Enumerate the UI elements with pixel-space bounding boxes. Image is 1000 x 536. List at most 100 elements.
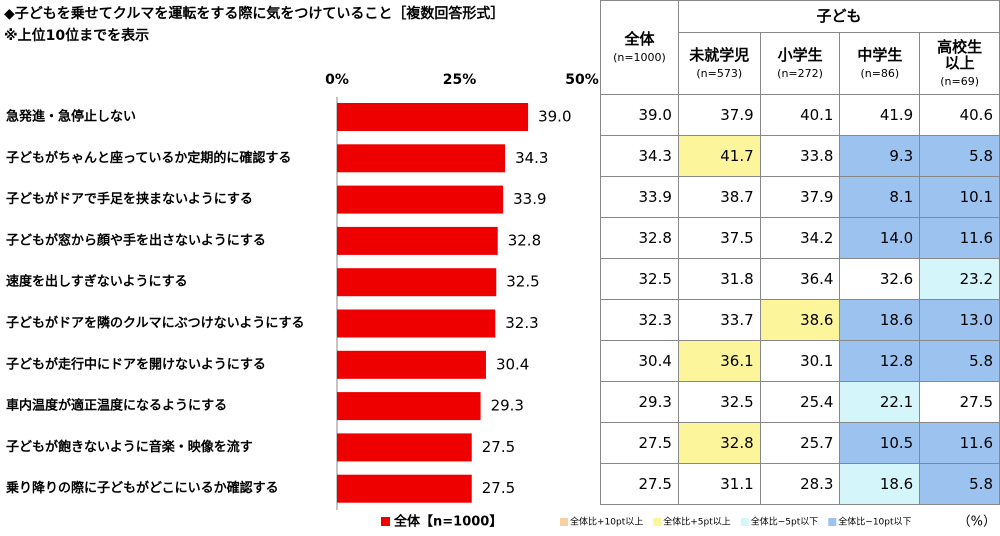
column-label: 未就学児 [689,46,750,65]
table-cell: 39.0 [600,94,679,136]
category-label: 乗り降りの際に子どもがどこにいるか確認する [5,480,279,496]
header-row: 全体 (n=1000) 子ども [600,0,1000,95]
column-n: (n=1000) [613,50,666,64]
table-cell: 10.5 [839,422,921,464]
table-row: 33.9 38.7 37.9 8.1 10.1 [600,176,1000,218]
table-cell: 10.1 [919,176,1000,218]
table-cell: 18.6 [839,299,921,341]
x-tick-label: 0% [325,72,349,88]
value-label: 29.3 [491,397,524,415]
table-cell: 37.5 [677,217,761,259]
table-cell: 5.8 [919,340,1000,382]
bar [337,103,529,131]
category-label: 車内温度が適正温度になるようにする [6,398,227,414]
table-row: 27.5 32.8 25.7 10.5 11.6 [600,422,1000,464]
value-label: 39.0 [538,108,571,126]
table-cell: 8.1 [839,176,921,218]
column-label: 小学生 [777,46,823,65]
table-cell: 37.9 [677,94,761,136]
table-row: 30.4 36.1 30.1 12.8 5.8 [600,340,1000,382]
column-n: (n=573) [696,66,743,80]
table-row: 27.5 31.1 28.3 18.6 5.8 [600,463,1000,505]
table-cell: 27.5 [600,463,679,505]
table-row: 32.3 33.7 38.6 18.6 13.0 [600,299,1000,341]
column-header: 中学生 (n=86) [839,32,921,95]
table-cell: 27.5 [600,422,679,464]
table-cell: 18.6 [839,463,921,505]
table-cell: 33.7 [677,299,761,341]
value-label: 27.5 [482,438,515,456]
bar [337,433,472,462]
value-label: 32.3 [505,314,538,332]
table-cell: 11.6 [919,217,1000,259]
table-cell: 41.9 [839,94,921,136]
table-cell: 5.8 [919,135,1000,177]
table-cell: 11.6 [919,422,1000,464]
bar [337,350,486,379]
legend-label: 全体比−5pt以下 [751,516,819,528]
table-cell: 40.6 [919,94,1000,136]
table-cell: 30.1 [759,340,841,382]
chart: ◆子どもを乗せてクルマを運転をする際に気をつけていること［複数回答形式］ ※上位… [4,5,599,530]
value-label: 32.5 [506,273,539,291]
chart-subtitle: ※上位10位までを表示 [4,27,149,44]
table-cell: 34.2 [759,217,841,259]
table-cell: 32.3 [600,299,679,341]
table-cell: 38.6 [759,299,841,341]
table-row: 32.8 37.5 34.2 14.0 11.6 [600,217,1000,259]
bar [337,226,498,255]
column-label: 高校生以上 [937,37,983,73]
legend-label: 全体比+5pt以上 [663,516,731,528]
table-cell: 33.8 [759,135,841,177]
table-cell: 25.4 [759,381,841,423]
category-label: 子どもが窓から顔や手を出さないようにする [6,232,266,248]
column-header: 未就学児 (n=573) [677,32,761,95]
bar [337,185,504,214]
table-cell: 31.1 [677,463,761,505]
x-tick-label: 50% [565,72,599,88]
table-cell: 12.8 [839,340,921,382]
table: 全体 (n=1000) 子ども 未就学児 (n=573) 小学生 (n=272) 中学生 (n=… [600,0,1000,505]
legend-label: 全体比−10pt以下 [838,516,911,528]
table-cell: 32.5 [677,381,761,423]
value-label: 27.5 [482,479,515,497]
table-cell: 32.6 [839,258,921,300]
column-n: (n=272) [777,66,823,80]
value-label: 30.4 [496,355,529,373]
category-label: 速度を出しすぎないようにする [6,274,188,290]
table-cell: 25.7 [759,422,841,464]
table-cell: 37.9 [759,176,841,218]
table-cell: 23.2 [919,258,1000,300]
bar [337,268,497,297]
column-n: (n=86) [860,66,900,80]
table-cell: 30.4 [600,340,679,382]
column-header: 全体 (n=1000) [600,0,679,95]
column-header: 高校生以上 (n=69) [919,32,1000,95]
legend-swatch [740,518,749,526]
table-cell: 27.5 [919,381,1000,423]
category-label: 急発進・急停止しない [6,109,136,125]
table-cell: 29.3 [600,381,679,423]
table-cell: 34.3 [600,135,679,177]
table-cell: 38.7 [677,176,761,218]
table-cell: 36.1 [677,340,761,382]
table-cell: 32.8 [677,422,761,464]
legend-swatch [828,518,837,526]
table-cell: 36.4 [759,258,841,300]
bar [337,474,472,503]
x-tick-label: 25% [443,72,477,88]
table-cell: 33.9 [600,176,679,218]
column-label: 中学生 [857,46,903,65]
table-cell: 41.7 [677,135,761,177]
category-label: 子どもが走行中にドアを開けないようにする [6,356,266,372]
group-header: 子ども [677,0,1000,33]
table-cell: 40.1 [759,94,841,136]
table-cell: 32.5 [600,258,679,300]
value-label: 34.3 [515,149,548,167]
legend-swatch [381,517,390,526]
table-cell: 9.3 [839,135,921,177]
table-cell: 32.8 [600,217,679,259]
value-label: 32.8 [508,231,541,249]
legend-swatch [653,518,662,526]
